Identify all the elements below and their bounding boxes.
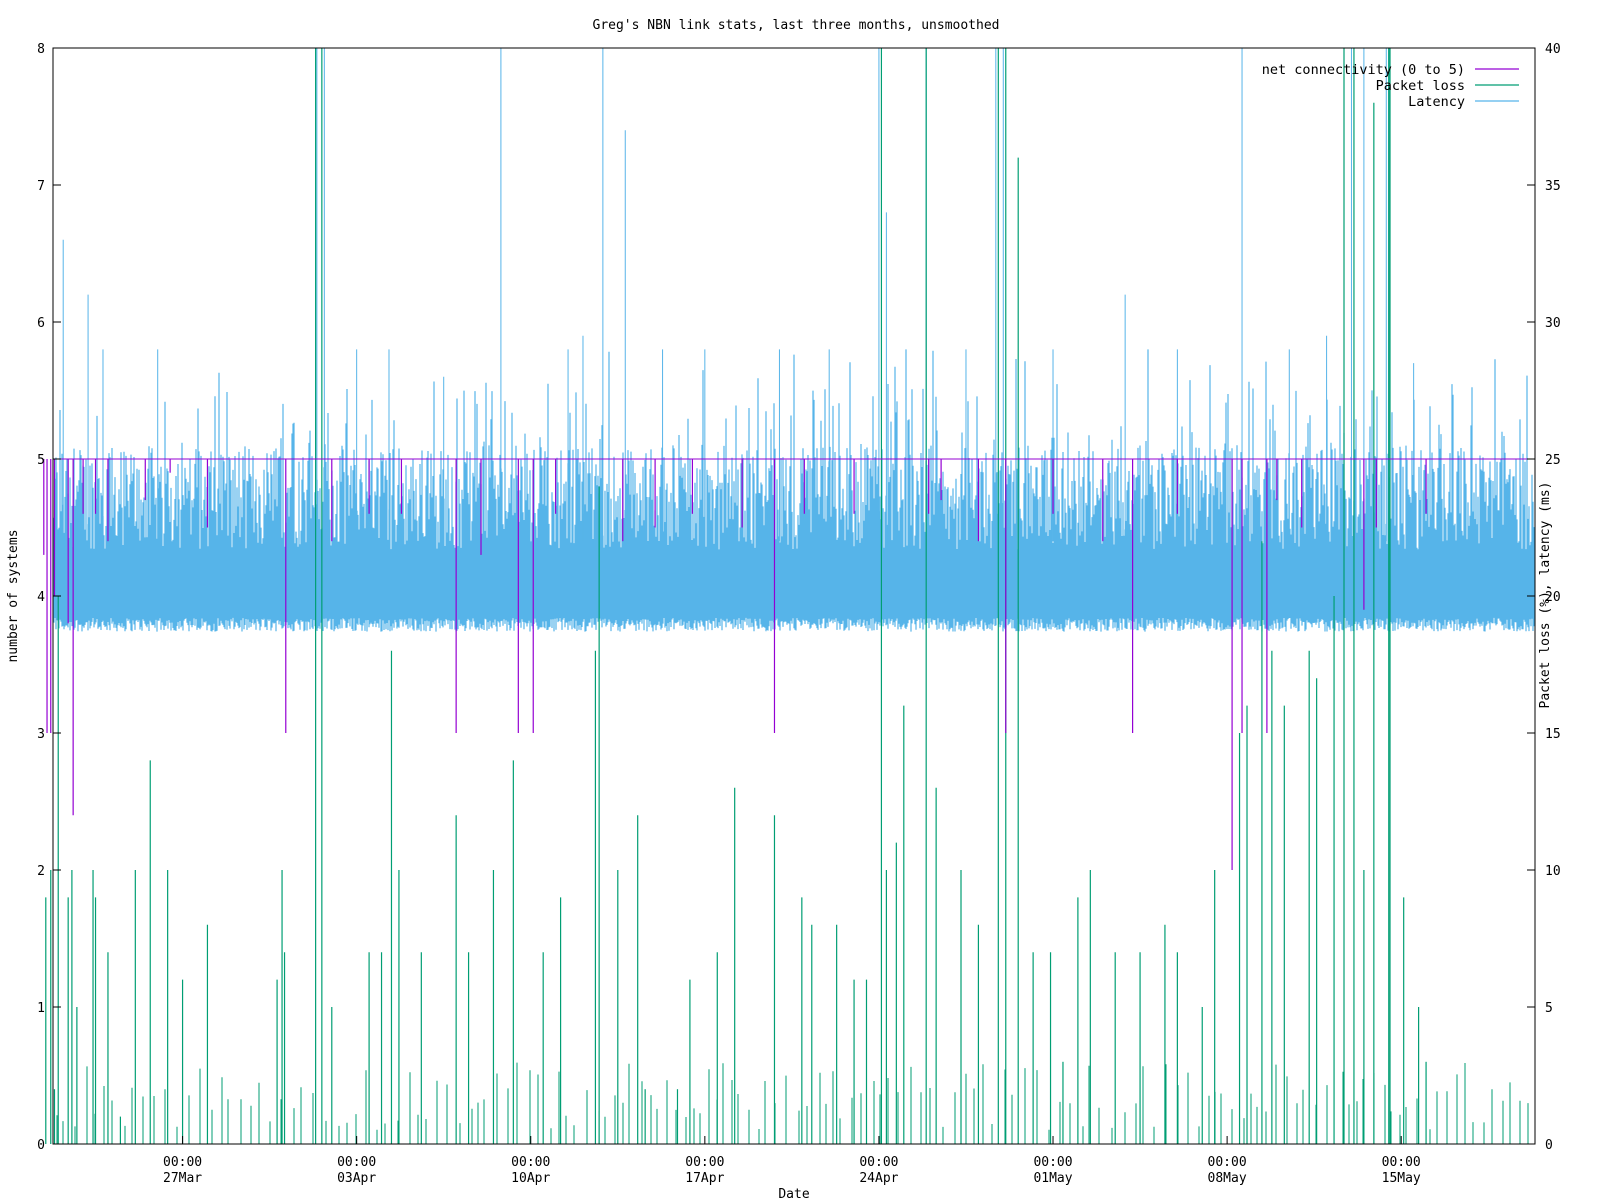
legend: net connectivity (0 to 5) Packet loss La…	[1262, 62, 1519, 110]
right-tick-label: 10	[1545, 864, 1561, 879]
left-tick-label: 8	[37, 42, 45, 57]
legend-label-latency: Latency	[1408, 94, 1465, 110]
x-tick-time: 00:00	[1382, 1155, 1421, 1170]
x-tick-date: 15May	[1382, 1171, 1421, 1186]
left-tick-label: 3	[37, 727, 45, 742]
right-tick-label: 20	[1545, 590, 1561, 605]
right-tick-label: 25	[1545, 453, 1561, 468]
right-tick-label: 30	[1545, 316, 1561, 331]
x-tick-date: 10Apr	[511, 1171, 550, 1186]
x-tick-time: 00:00	[163, 1155, 202, 1170]
packet-loss-noise	[56, 1062, 1529, 1144]
left-tick-label: 5	[37, 453, 45, 468]
x-tick-date: 01May	[1033, 1171, 1072, 1186]
right-axis: 0 5 10 15 20 25 30 35 40	[1527, 42, 1561, 1153]
x-tick-date: 08May	[1208, 1171, 1247, 1186]
right-tick-label: 15	[1545, 727, 1561, 742]
x-tick-time: 00:00	[859, 1155, 898, 1170]
left-tick-label: 7	[37, 179, 45, 194]
chart-title: Greg's NBN link stats, last three months…	[593, 18, 1000, 33]
y-axis-label-left: number of systems	[6, 529, 21, 662]
right-tick-label: 40	[1545, 42, 1561, 57]
x-tick-time: 00:00	[1208, 1155, 1247, 1170]
right-tick-label: 0	[1545, 1138, 1553, 1153]
y-axis-label-right: Packet loss (%), latency (ms)	[1538, 482, 1553, 709]
net-connectivity-series	[43, 458, 1535, 870]
legend-label-packet-loss: Packet loss	[1376, 78, 1465, 94]
left-tick-label: 4	[37, 590, 45, 605]
left-axis: 0 1 2 3 4 5 6 7 8	[37, 42, 61, 1153]
left-tick-label: 0	[37, 1138, 45, 1153]
x-tick-time: 00:00	[685, 1155, 724, 1170]
left-tick-label: 2	[37, 864, 45, 879]
x-tick-date: 24Apr	[859, 1171, 898, 1186]
x-tick-time: 00:00	[337, 1155, 376, 1170]
right-tick-label: 5	[1545, 1001, 1553, 1016]
x-axis-label: Date	[778, 1187, 809, 1200]
left-tick-label: 1	[37, 1001, 45, 1016]
x-tick-date: 17Apr	[685, 1171, 724, 1186]
latency-series	[53, 48, 1535, 632]
x-tick-time: 00:00	[1033, 1155, 1072, 1170]
x-tick-time: 00:00	[511, 1155, 550, 1170]
x-axis: 00:0027Mar00:0003Apr00:0010Apr00:0017Apr…	[163, 1136, 1421, 1186]
x-tick-date: 03Apr	[337, 1171, 376, 1186]
left-tick-label: 6	[37, 316, 45, 331]
legend-label-connectivity: net connectivity (0 to 5)	[1262, 62, 1465, 78]
right-tick-label: 35	[1545, 179, 1561, 194]
latency-band	[53, 349, 1535, 632]
packet-loss-series	[45, 48, 1529, 1144]
x-tick-date: 27Mar	[163, 1171, 202, 1186]
